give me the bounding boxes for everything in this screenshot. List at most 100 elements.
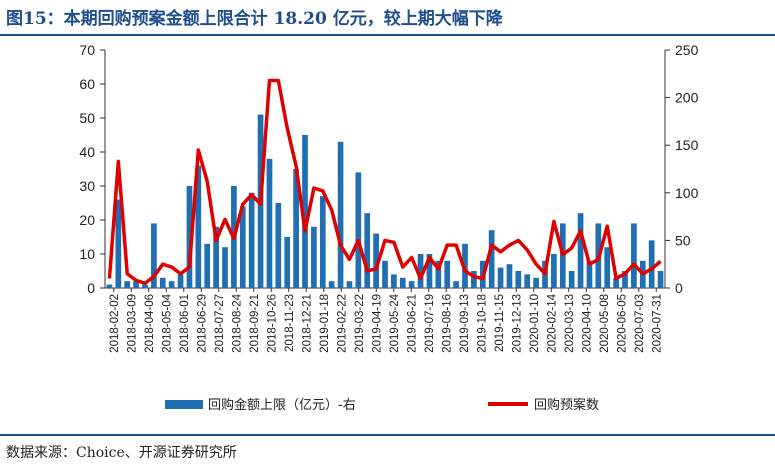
chart: 0 10 20 30 40 50 60 70 0 50 100 150 200 250 2018-02-02… — [79, 42, 698, 413]
x-tick-label: 2019-12-13 — [511, 294, 523, 353]
bar — [142, 284, 148, 288]
x-tick-label: 2020-03-13 — [564, 294, 576, 353]
bar — [355, 172, 362, 288]
x-tick-label: 2019-01-18 — [319, 294, 331, 353]
bar — [319, 196, 326, 288]
axes — [100, 49, 670, 292]
bar — [506, 264, 513, 288]
tick-labels: 0 10 20 30 40 50 60 70 0 50 100 150 200 250 2018-02-02… — [79, 42, 698, 353]
bar — [275, 203, 282, 288]
x-tick-label: 2018-06-01 — [179, 294, 191, 353]
right-tick-label: 250 — [675, 42, 699, 58]
source-divider — [0, 434, 775, 436]
bar — [453, 281, 459, 288]
left-tick-label: 20 — [79, 212, 95, 228]
x-tick-label: 2019-11-15 — [494, 294, 506, 352]
bar — [426, 254, 433, 288]
source-note: 数据来源：Choice、开源证券研究所 — [6, 445, 237, 461]
x-tick-label: 2018-12-21 — [301, 294, 313, 353]
bar — [417, 254, 424, 288]
x-tick-label: 2018-11-23 — [284, 294, 296, 352]
x-tick-label: 2018-08-24 — [231, 293, 243, 352]
line-series — [107, 78, 662, 285]
x-tick-label: 2019-04-19 — [371, 294, 383, 353]
left-tick-label: 70 — [79, 42, 95, 58]
x-tick-label: 2018-07-27 — [214, 294, 226, 353]
left-tick-label: 10 — [79, 246, 95, 262]
x-tick-label: 2019-10-18 — [476, 294, 488, 353]
bar — [106, 284, 113, 288]
bar — [204, 243, 211, 288]
x-tick-label: 2019-07-19 — [424, 294, 436, 353]
left-tick-label: 0 — [87, 280, 95, 296]
bar — [533, 277, 539, 288]
bar — [364, 213, 371, 288]
right-tick-label: 0 — [675, 280, 683, 296]
legend: 回购金额上限（亿元）-右 回购预案数 — [165, 397, 599, 413]
bar — [471, 271, 477, 288]
x-tick-label: 2019-02-22 — [336, 294, 348, 353]
x-tick-label: 2020-05-08 — [599, 294, 611, 353]
x-tick-label: 2019-08-16 — [441, 294, 453, 353]
x-tick-label: 2020-07-03 — [634, 294, 646, 353]
left-tick-label: 60 — [79, 76, 95, 92]
bar — [168, 281, 175, 288]
bar — [133, 281, 139, 288]
left-tick-label: 30 — [79, 178, 95, 194]
bar — [302, 135, 308, 288]
bar — [524, 274, 531, 288]
bar — [515, 271, 522, 288]
bar — [248, 192, 255, 288]
legend-bar-label: 回购金额上限（亿元）-右 — [208, 397, 356, 413]
bar — [239, 206, 246, 288]
bar — [604, 247, 611, 288]
bar — [382, 260, 388, 288]
bar — [577, 213, 584, 288]
bar — [408, 281, 415, 288]
bar — [177, 274, 184, 288]
bar — [399, 277, 406, 288]
bar — [622, 271, 628, 288]
x-tick-label: 2019-03-22 — [354, 294, 366, 353]
bar — [328, 281, 335, 288]
right-tick-label: 150 — [675, 137, 699, 153]
bar — [497, 267, 504, 288]
bar — [284, 237, 291, 288]
bar — [195, 165, 202, 288]
left-tick-label: 40 — [79, 144, 95, 160]
x-tick-label: 2020-07-31 — [651, 294, 663, 353]
bar — [391, 274, 397, 288]
bar — [435, 260, 442, 288]
bar — [266, 158, 273, 288]
bar — [311, 226, 317, 288]
bar — [293, 169, 299, 288]
x-tick-label: 2018-04-06 — [144, 294, 156, 353]
bar — [586, 260, 593, 288]
left-tick-label: 50 — [79, 110, 95, 126]
line-path — [107, 78, 662, 285]
bar — [613, 277, 619, 288]
bar-series — [106, 114, 664, 288]
bar — [222, 247, 228, 288]
bar — [631, 223, 637, 288]
bar — [151, 223, 157, 288]
bar — [346, 281, 353, 288]
x-tick-label: 2020-02-14 — [546, 293, 558, 352]
x-tick-label: 2019-09-13 — [459, 294, 471, 353]
bar — [159, 277, 166, 288]
x-tick-label: 2018-06-29 — [196, 294, 208, 353]
bar — [657, 271, 664, 288]
bar — [648, 240, 655, 288]
x-tick-label: 2020-04-10 — [581, 294, 593, 353]
x-tick-label: 2019-05-24 — [389, 293, 401, 352]
bar — [373, 233, 379, 288]
legend-bar-swatch — [165, 400, 203, 409]
bar — [337, 141, 344, 288]
chart-title: 图15：本期回购预案金额上限合计 18.20 亿元，较上期大幅下降 — [6, 9, 503, 29]
right-tick-label: 100 — [675, 185, 699, 201]
right-tick-label: 50 — [675, 232, 691, 248]
x-tick-label: 2020-06-05 — [616, 294, 628, 353]
x-tick-label: 2018-09-21 — [249, 294, 261, 353]
bar — [551, 254, 557, 288]
right-tick-label: 200 — [675, 90, 699, 106]
